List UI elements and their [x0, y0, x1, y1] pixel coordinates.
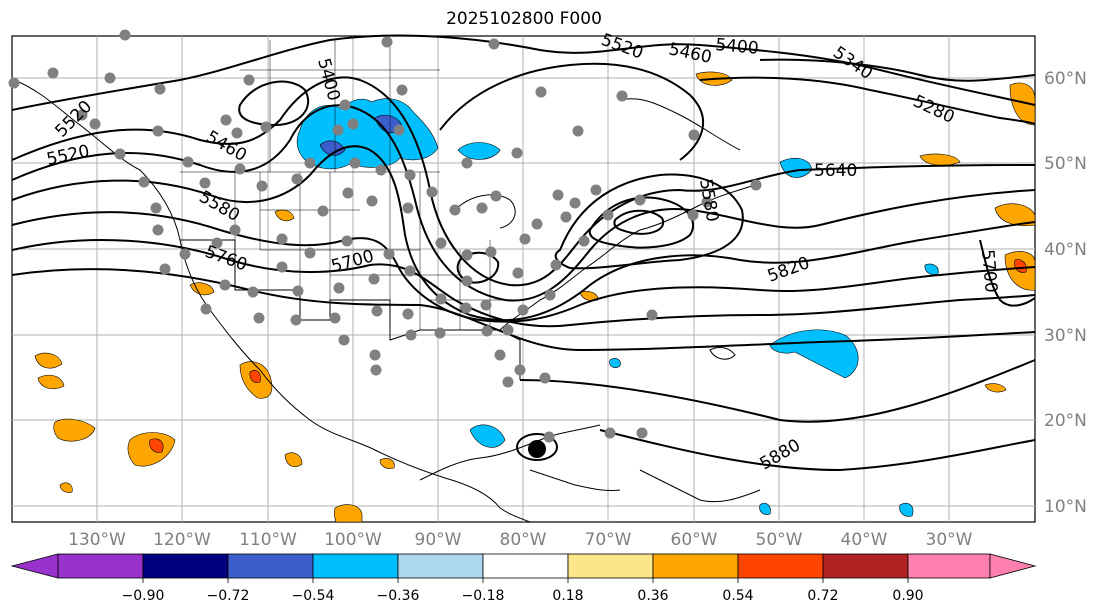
longitude-labels: 130°W 120°W 110°W 100°W 90°W 80°W 70°W 6…: [68, 530, 973, 550]
storm-contour: [516, 433, 558, 461]
height-contours: [11, 34, 1036, 472]
lat-label: 40°N: [1044, 240, 1087, 260]
colorbar-tick-label: 0.36: [637, 588, 668, 604]
colorbar-segment: [822, 553, 909, 579]
contour-line: [759, 58, 1036, 82]
positive-anomaly-area: [59, 482, 73, 493]
lon-label: 120°W: [153, 530, 211, 550]
colorbar-segment: [482, 553, 569, 579]
contour-line: [979, 239, 1036, 307]
colorbar-segment: [397, 553, 484, 579]
colorbar-ticks: [142, 578, 909, 583]
positive-anomaly-area: [249, 370, 261, 383]
lat-label: 20°N: [1044, 411, 1087, 431]
lon-label: 90°W: [415, 530, 462, 550]
lon-label: 110°W: [239, 530, 297, 550]
contour-line: [554, 173, 744, 270]
colorbar-segment: [227, 553, 314, 579]
negative-anomaly-area: [924, 263, 939, 275]
colorbar-segment: [312, 553, 399, 579]
negative-anomaly-area: [899, 502, 914, 517]
colorbar-labels: −0.90 −0.72 −0.54 −0.36 −0.18 0.18 0.36 …: [122, 588, 924, 604]
contour-line: [519, 359, 1036, 423]
positive-anomaly-area: [189, 282, 215, 296]
colorbar-tick-label: 0.54: [722, 588, 753, 604]
lon-label: 130°W: [68, 530, 126, 550]
colorbar-segment: [57, 553, 144, 579]
contour-label: 5700: [977, 249, 1001, 294]
lon-label: 60°W: [671, 530, 718, 550]
contour-label: 5400: [715, 35, 760, 59]
positive-anomaly-area: [994, 203, 1036, 227]
positive-anomaly-area: [1009, 82, 1036, 126]
colorbar-segment: [142, 553, 229, 579]
positive-anomaly-area: [334, 504, 363, 523]
contour-line: [613, 209, 665, 235]
contour-line: [11, 34, 1036, 111]
negative-anomaly-area: [469, 424, 506, 448]
anomaly-shading: [34, 71, 1036, 523]
positive-anomaly-area: [984, 383, 1007, 393]
positive-anomaly-area: [284, 452, 303, 467]
positive-anomaly-area: [34, 352, 63, 369]
negative-anomaly-area: [609, 358, 621, 368]
lon-label: 50°W: [756, 530, 803, 550]
lat-label: 50°N: [1044, 154, 1087, 174]
graticule: [12, 36, 1035, 522]
contour-line: [11, 104, 1036, 302]
lon-label: 30°W: [926, 530, 973, 550]
lat-label: 30°N: [1044, 326, 1087, 346]
colorbar-tick-label: 0.72: [807, 588, 838, 604]
positive-anomaly-area: [53, 418, 96, 442]
lon-label: 40°W: [841, 530, 888, 550]
latitude-labels: 60°N 50°N 40°N 30°N 20°N 10°N: [1044, 69, 1087, 517]
colorbar-segment: [737, 553, 824, 579]
colorbar-segment: [907, 553, 991, 579]
lon-label: 70°W: [585, 530, 632, 550]
map-title: 2025102800 F000: [446, 9, 602, 29]
colorbar-tick-label: −0.90: [122, 588, 165, 604]
contour-label: 5640: [814, 161, 857, 181]
lat-label: 10°N: [1044, 497, 1087, 517]
colorbar-extend-high: [989, 553, 1037, 579]
positive-anomaly-area: [919, 153, 961, 166]
colorbar: [10, 553, 1037, 579]
lon-label: 100°W: [324, 530, 382, 550]
lon-label: 80°W: [500, 530, 547, 550]
contour-line: [238, 80, 310, 127]
positive-anomaly-area: [37, 374, 65, 390]
colorbar-segment: [567, 553, 654, 579]
contour-line: [11, 238, 1036, 328]
contour-line: [588, 196, 695, 249]
negative-anomaly-area: [759, 502, 771, 515]
colorbar-tick-label: −0.72: [207, 588, 250, 604]
contour-line: [11, 211, 1036, 323]
colorbar-tick-label: −0.54: [292, 588, 335, 604]
colorbar-tick-label: 0.18: [552, 588, 583, 604]
negative-anomaly-area: [319, 140, 346, 156]
colorbar-extend-low: [10, 553, 59, 579]
storm-center: [528, 440, 546, 458]
negative-anomaly-area: [457, 142, 501, 160]
colorbar-tick-label: −0.18: [462, 588, 505, 604]
colorbar-tick-label: 0.90: [892, 588, 923, 604]
contour-line: [599, 429, 1036, 472]
contour-line: [11, 268, 1036, 352]
colorbar-tick-label: −0.36: [377, 588, 420, 604]
lat-label: 60°N: [1044, 69, 1087, 89]
positive-anomaly-area: [379, 458, 395, 469]
positive-anomaly-area: [149, 438, 164, 453]
positive-anomaly-area: [579, 290, 599, 302]
contour-line: [439, 62, 705, 161]
contour-line: [699, 76, 1036, 125]
colorbar-segment: [652, 553, 739, 579]
station-markers: [8, 29, 762, 443]
contour-line: [456, 251, 500, 284]
